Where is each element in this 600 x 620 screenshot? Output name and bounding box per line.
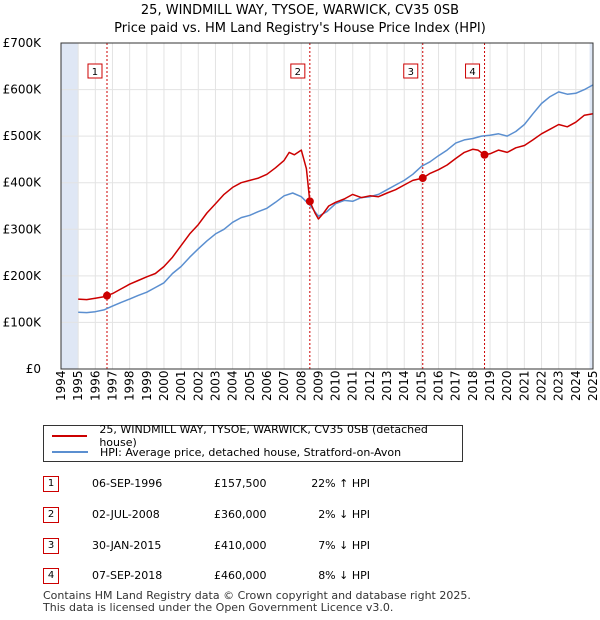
sale-number-badge: 3 [43,538,59,554]
sale-label-box: 3 [403,63,419,79]
chart-legend: 25, WINDMILL WAY, TYSOE, WARWICK, CV35 0… [43,423,463,462]
legend-label-hpi: HPI: Average price, detached house, Stra… [100,445,402,459]
x-tick-label: 1998 [123,370,137,401]
footer: Contains HM Land Registry data © Crown c… [43,590,471,614]
y-tick-label: £200K [3,269,43,283]
sale-hpi-diff: 2% ↓ HPI [318,508,370,521]
x-tick-label: 1999 [140,370,154,401]
y-tick-label: £300K [3,222,43,236]
sale-price: £360,000 [214,508,267,521]
x-tick-label: 2015 [414,370,428,401]
sale-label-border [290,63,306,79]
y-tick-label: £400K [3,176,43,190]
sale-hpi-diff: 7% ↓ HPI [318,539,370,552]
y-tick-label: £600K [3,83,43,97]
sale-date: 30-JAN-2015 [92,539,162,552]
shaded-region [61,43,79,369]
x-tick-label: 2023 [552,370,566,401]
x-tick-label: 2019 [483,370,497,401]
sale-point [305,197,314,206]
legend-swatch-hpi [52,451,88,453]
x-tick-label: 2010 [329,370,343,401]
price-chart: 1 2 3 4 £0 £100K £200K £300K £400K £500K £600K £70… [3,36,600,401]
x-tick-label: 2006 [260,370,274,401]
sale-date: 02-JUL-2008 [92,508,160,521]
x-tick-label: 2008 [294,370,308,401]
sale-number-badge: 1 [43,476,59,492]
x-tick-label: 2017 [449,370,463,401]
x-tick-label: 2005 [243,370,257,401]
sale-point [480,150,489,159]
x-tick-label: 2024 [569,370,583,401]
footer-copyright: Contains HM Land Registry data © Crown c… [43,589,471,602]
sale-point [418,174,427,183]
sale-label-border [403,63,419,79]
sale-hpi-diff: 8% ↓ HPI [318,569,370,582]
x-tick-label: 2001 [174,370,188,401]
sale-number-badge: 4 [43,568,59,584]
x-tick-label: 2009 [311,370,325,401]
footer-license: This data is licensed under the Open Gov… [43,601,394,614]
sale-row: 1 06-SEP-1996 £157,500 22% ↑ HPI [0,476,600,496]
x-tick-label: 2018 [466,370,480,401]
sale-hpi-diff: 22% ↑ HPI [311,477,370,490]
y-tick-label: £100K [3,315,43,329]
x-tick-label: 2021 [517,370,531,401]
sale-price: £157,500 [214,477,267,490]
chart-subtitle: Price paid vs. HM Land Registry's House … [114,21,486,36]
x-tick-label: 2011 [346,370,360,401]
x-tick-label: 1996 [88,370,102,401]
hpi-line [78,84,594,314]
x-tick-label: 2020 [500,370,514,401]
sale-label-text: 1 [92,67,98,78]
shaded-region [589,43,593,369]
sale-point [102,291,111,300]
x-tick-label: 2007 [277,370,291,401]
sale-label-text: 3 [408,67,414,78]
x-tick-label: 2000 [157,370,171,401]
sale-label-border [465,63,481,79]
sale-row: 3 30-JAN-2015 £410,000 7% ↓ HPI [0,538,600,558]
sale-label-box: 2 [290,63,306,79]
x-tick-label: 1997 [105,370,119,401]
plot-frame [60,42,594,370]
sale-label-box: 1 [87,63,103,79]
sale-price: £410,000 [214,539,267,552]
x-tick-label: 2014 [397,370,411,401]
sale-label-text: 4 [469,67,475,78]
sale-row: 2 02-JUL-2008 £360,000 2% ↓ HPI [0,507,600,527]
x-tick-label: 2025 [586,370,600,401]
legend-swatch-property [52,435,88,437]
x-tick-label: 2003 [208,370,222,401]
sale-price: £460,000 [214,569,267,582]
sale-date: 06-SEP-1996 [92,477,163,490]
legend-entry-hpi: HPI: Average price, detached house, Stra… [52,444,401,460]
x-tick-label: 2002 [191,370,205,401]
sale-label-box: 4 [465,63,481,79]
x-tick-label: 1994 [54,370,68,401]
sale-date: 07-SEP-2018 [92,569,163,582]
x-tick-label: 2013 [380,370,394,401]
x-tick-label: 2022 [535,370,549,401]
sale-number-badge: 2 [43,507,59,523]
sale-label-border [87,63,103,79]
y-tick-label: £500K [3,129,43,143]
sale-label-text: 2 [295,67,301,78]
y-tick-label: £0 [26,362,41,376]
x-tick-label: 1995 [71,370,85,401]
property-price-line [78,113,594,301]
legend-label-property: 25, WINDMILL WAY, TYSOE, WARWICK, CV35 0… [99,423,428,449]
x-tick-label: 2004 [226,370,240,401]
legend-entry-property: 25, WINDMILL WAY, TYSOE, WARWICK, CV35 0… [52,423,462,449]
y-tick-label: £700K [3,36,43,50]
x-tick-label: 2012 [363,370,377,401]
sale-row: 4 07-SEP-2018 £460,000 8% ↓ HPI [0,568,600,588]
chart-title: 25, WINDMILL WAY, TYSOE, WARWICK, CV35 0… [140,3,460,18]
x-tick-label: 2016 [432,370,446,401]
